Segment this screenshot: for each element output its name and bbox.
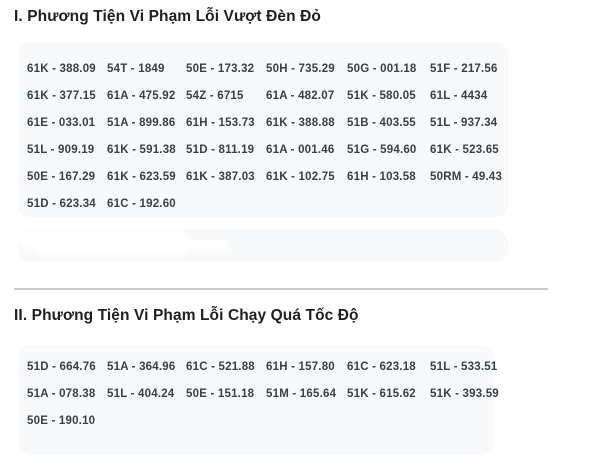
license-plate: 61H - 103.58 <box>347 171 416 183</box>
license-plate: 61K - 387.03 <box>186 171 255 183</box>
license-plate: 61H - 157.80 <box>266 361 335 373</box>
license-plate: 50E - 151.18 <box>186 388 255 400</box>
license-plate: 51K - 580.05 <box>347 90 416 102</box>
license-plate: 61K - 377.15 <box>27 90 96 102</box>
section-1-title: I. Phương Tiện Vi Phạm Lỗi Vượt Đèn Đỏ <box>14 8 321 25</box>
license-plate: 61C - 623.18 <box>347 361 416 373</box>
license-plate: 51L - 937.34 <box>430 117 498 129</box>
license-plate: 51K - 615.62 <box>347 388 416 400</box>
license-plate: 51L - 909.19 <box>27 144 95 156</box>
license-plate: 51M - 165.64 <box>266 388 337 400</box>
license-plate: 51L - 404.24 <box>107 388 175 400</box>
license-plate: 61K - 591.38 <box>107 144 176 156</box>
license-plate: 61A - 475.92 <box>107 90 176 102</box>
page: { "colors": { "page_background": "#fffff… <box>14 8 548 427</box>
section-divider <box>14 288 548 290</box>
license-plate: 61E - 033.01 <box>27 117 96 129</box>
license-plate: 61C - 521.88 <box>186 361 255 373</box>
license-plate: 61C - 192.60 <box>107 198 176 210</box>
license-plate: 51D - 811.19 <box>186 144 255 156</box>
section-1-plates-grid: 61K - 388.09 54T - 1849 50E - 173.32 50H - … <box>18 42 508 218</box>
license-plate: 51B - 403.55 <box>347 117 416 129</box>
license-plate: 50RM - 49.43 <box>430 171 503 183</box>
license-plate: 51A - 078.38 <box>27 388 96 400</box>
section-2-title: II. Phương Tiện Vi Phạm Lỗi Chạy Quá Tốc… <box>14 307 359 324</box>
license-plate: 54Z - 6715 <box>186 90 244 102</box>
license-plate: 61K - 388.09 <box>27 63 96 75</box>
license-plate: 61L - 4434 <box>430 90 488 102</box>
license-plate: 50E - 173.32 <box>186 63 255 75</box>
redaction-blur <box>36 241 186 255</box>
license-plate: 51D - 664.76 <box>27 361 96 373</box>
license-plate: 61K - 388.88 <box>266 117 335 129</box>
license-plate: 51D - 623.34 <box>27 198 96 210</box>
license-plate: 51F - 217.56 <box>430 63 498 75</box>
license-plate: 61K - 523.65 <box>430 144 499 156</box>
section-2-plates-grid: 51D - 664.76 51A - 364.96 61C - 521.88 61H … <box>18 345 499 435</box>
license-plate: 61A - 482.07 <box>266 90 335 102</box>
license-plate: 51L - 533.51 <box>430 361 498 373</box>
license-plate: 51K - 393.59 <box>430 388 499 400</box>
section-1-plates-card: 61K - 388.09 54T - 1849 50E - 173.32 50H - … <box>18 42 508 217</box>
license-plate: 61K - 623.59 <box>107 171 176 183</box>
redacted-card <box>18 229 508 262</box>
license-plate: 50G - 001.18 <box>347 63 417 75</box>
license-plate: 50E - 167.29 <box>27 171 96 183</box>
license-plate: 61K - 102.75 <box>266 171 335 183</box>
section-2-plates-card: 51D - 664.76 51A - 364.96 61C - 521.88 61H … <box>18 345 499 455</box>
license-plate: 51G - 594.60 <box>347 144 417 156</box>
license-plate: 54T - 1849 <box>107 63 165 75</box>
redaction-blur <box>168 240 230 250</box>
license-plate: 50H - 735.29 <box>266 63 335 75</box>
license-plate: 50E - 190.10 <box>27 415 96 427</box>
license-plate: 61H - 153.73 <box>186 117 255 129</box>
license-plate: 61A - 001.46 <box>266 144 335 156</box>
license-plate: 51A - 364.96 <box>107 361 176 373</box>
license-plate: 51A - 899.86 <box>107 117 176 129</box>
